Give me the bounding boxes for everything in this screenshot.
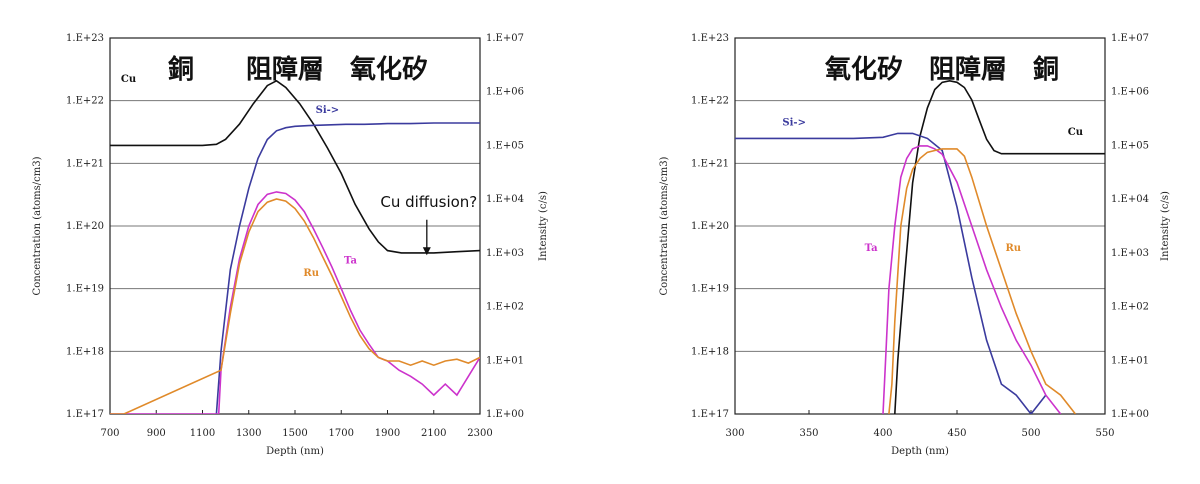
series-line-ru xyxy=(110,198,480,414)
right-tick-label: 1.E+03 xyxy=(486,248,524,259)
y-axis-label-left: Concentration (atoms/cm3) xyxy=(32,156,43,295)
right-tick-label: 1.E+06 xyxy=(486,87,524,98)
right-tick-label: 1.E+02 xyxy=(486,302,524,313)
series-label-si: Si-> xyxy=(316,105,340,116)
series-line-si xyxy=(215,122,480,414)
x-tick-label: 900 xyxy=(147,428,166,439)
series-line-ta xyxy=(882,145,1062,414)
right-tick-label: 1.E+01 xyxy=(486,355,524,366)
right-tick-label: 1.E+05 xyxy=(486,140,524,151)
right-tick-label: 1.E+03 xyxy=(1111,248,1149,259)
chart-title: 銅 阻障層 氧化矽 xyxy=(168,54,428,85)
x-tick-label: 1500 xyxy=(282,428,307,439)
right-tick-label: 1.E+07 xyxy=(486,33,524,44)
series-line-si xyxy=(735,132,1047,414)
left-tick-label: 1.E+23 xyxy=(691,33,729,44)
x-tick-label: 1100 xyxy=(190,428,215,439)
x-tick-label: 450 xyxy=(947,428,966,439)
right-tick-label: 1.E+02 xyxy=(1111,302,1149,313)
series-line-cu xyxy=(894,79,1105,414)
right-tick-label: 1.E+04 xyxy=(486,194,524,205)
right-tick-label: 1.E+00 xyxy=(1111,409,1149,420)
series-label-ta: Ta xyxy=(344,256,357,267)
right-tick-label: 1.E+00 xyxy=(486,409,524,420)
chart-panel-2: 1.E+17 1.E+18 1.E+19 1.E+20 1.E+21 1.E+22 1.E+… xyxy=(659,33,1171,457)
left-tick-label: 1.E+21 xyxy=(66,158,104,169)
x-tick-label: 400 xyxy=(873,428,892,439)
series-label-ru: Ru xyxy=(1005,243,1021,254)
x-tick-label: 550 xyxy=(1095,428,1114,439)
series-label-cu: Cu xyxy=(121,74,136,85)
x-axis-label: Depth (nm) xyxy=(891,446,949,457)
left-tick-label: 1.E+17 xyxy=(66,409,104,420)
series-line-ta xyxy=(110,191,480,414)
y-axis-label-left: Concentration (atoms/cm3) xyxy=(659,156,670,295)
left-tick-label: 1.E+19 xyxy=(691,284,729,295)
x-tick-label: 2100 xyxy=(421,428,446,439)
left-tick-label: 1.E+20 xyxy=(691,221,729,232)
x-tick-label: 1700 xyxy=(329,428,354,439)
plot-frame xyxy=(734,37,1106,415)
left-tick-label: 1.E+17 xyxy=(691,409,729,420)
series-label-cu: Cu xyxy=(1068,127,1083,138)
chart-title: 氧化矽 阻障層 銅 xyxy=(824,54,1059,85)
right-tick-label: 1.E+07 xyxy=(1111,33,1149,44)
y-axis-label-right: Intensity (c/s) xyxy=(538,191,549,261)
right-tick-label: 1.E+06 xyxy=(1111,87,1149,98)
x-axis-label: Depth (nm) xyxy=(266,446,324,457)
right-tick-label: 1.E+01 xyxy=(1111,355,1149,366)
series-label-ta: Ta xyxy=(865,243,878,254)
x-tick-label: 1900 xyxy=(375,428,400,439)
x-tick-label: 1300 xyxy=(236,428,261,439)
left-tick-label: 1.E+23 xyxy=(66,33,104,44)
left-tick-label: 1.E+22 xyxy=(66,96,104,107)
series-label-ru: Ru xyxy=(303,268,319,279)
right-tick-label: 1.E+04 xyxy=(1111,194,1149,205)
x-tick-label: 2300 xyxy=(467,428,492,439)
plot-frame xyxy=(109,37,481,415)
y-axis-label-right: Intensity (c/s) xyxy=(1160,191,1171,261)
left-tick-label: 1.E+20 xyxy=(66,221,104,232)
x-tick-label: 500 xyxy=(1021,428,1040,439)
series-label-si: Si-> xyxy=(782,118,806,129)
series-line-ru xyxy=(888,148,1077,414)
right-tick-label: 1.E+05 xyxy=(1111,140,1149,151)
chart-panel-1: 1.E+17 1.E+18 1.E+19 1.E+20 1.E+21 1.E+22 1.E+… xyxy=(32,33,549,457)
left-tick-label: 1.E+22 xyxy=(691,96,729,107)
series-line-cu xyxy=(110,79,480,254)
left-tick-label: 1.E+18 xyxy=(66,346,104,357)
x-tick-label: 350 xyxy=(799,428,818,439)
x-tick-label: 700 xyxy=(100,428,119,439)
annotation-text: Cu diffusion? xyxy=(380,193,477,211)
left-tick-label: 1.E+18 xyxy=(691,346,729,357)
annotation-arrow-head xyxy=(422,247,431,256)
left-tick-label: 1.E+19 xyxy=(66,284,104,295)
x-tick-label: 300 xyxy=(725,428,744,439)
left-tick-label: 1.E+21 xyxy=(691,158,729,169)
